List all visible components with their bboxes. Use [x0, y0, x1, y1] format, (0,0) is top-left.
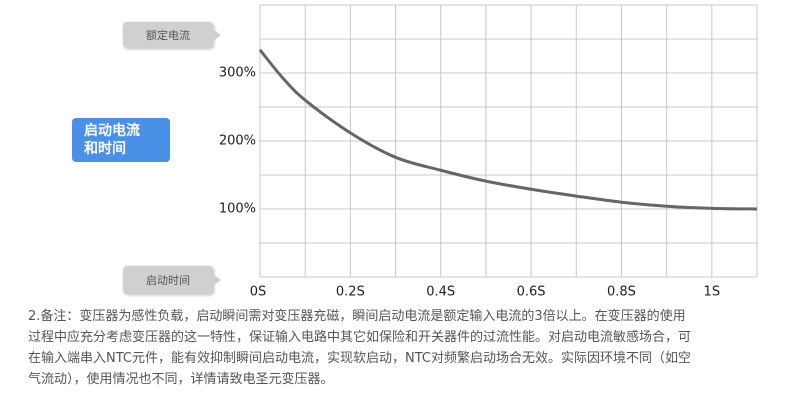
chart: 100% 200% 300% 0S 0.2S 0.4S 0.6S 0.8S 1S	[219, 4, 758, 300]
line	[258, 48, 758, 211]
x-tick-label: 0.6S	[517, 285, 546, 300]
x-tick-label: 1S	[704, 285, 721, 300]
x-axis-label: 启动时间	[123, 266, 221, 294]
y-tick-label: 100%	[219, 202, 256, 217]
note: 2.备注：变压器为感性负载，启动瞬间需对变压器充磁，瞬间启动电流是额定输入电流的…	[28, 306, 768, 390]
note-line: 气流动），使用情况也不同，详情请致电圣元变压器。	[28, 372, 334, 387]
note-line: 2.备注：变压器为感性负载，启动瞬间需对变压器充磁，瞬间启动电流是额定输入电流的…	[28, 309, 686, 324]
x-tick-label: 0S	[250, 285, 267, 300]
chart-title: 启动电流 和时间	[72, 118, 170, 162]
y-tick-label: 200%	[219, 134, 256, 149]
x-tick-label: 0.2S	[336, 285, 365, 300]
x-tick-label: 0.4S	[426, 285, 455, 300]
note-line: 在输入端串入NTC元件，能有效抑制瞬间启动电流，实现软启动，NTC对频繁启动场合…	[28, 351, 691, 366]
note-line: 过程中应充分考虑变压器的这一特性，保证输入电路中其它如保险和开关器件的过流性能。…	[28, 330, 692, 345]
x-tick-label: 0.8S	[607, 285, 636, 300]
y-tick-label: 300%	[219, 66, 256, 81]
y-axis-label: 额定电流	[123, 22, 221, 48]
